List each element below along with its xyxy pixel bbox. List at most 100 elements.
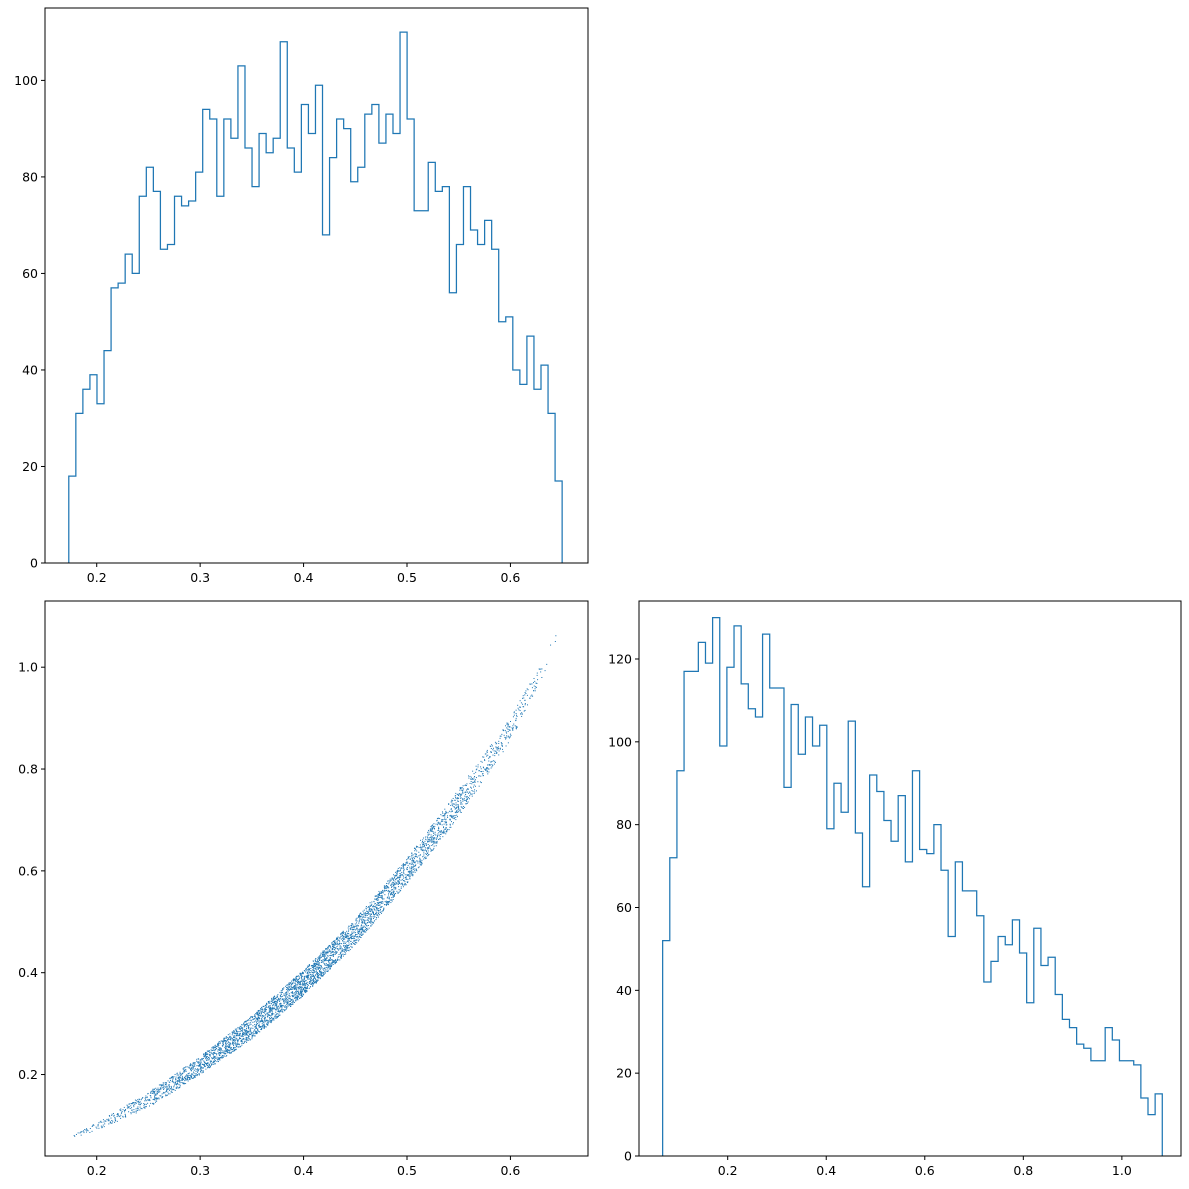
scatter-point [232,1039,234,1041]
scatter-point [277,994,279,996]
scatter-point [458,808,460,810]
scatter-point [458,806,460,808]
scatter-point [433,843,435,845]
scatter-point [120,1114,122,1116]
scatter-point [267,1019,268,1021]
scatter-point [490,767,492,769]
scatter-point [375,913,377,915]
scatter-point [237,1026,239,1028]
scatter-point [340,946,342,948]
scatter-point [92,1125,94,1127]
scatter-point [295,988,297,990]
scatter-point [202,1071,204,1073]
scatter-point [205,1068,207,1070]
scatter-point [388,882,390,884]
scatter-point [267,1005,269,1007]
scatter-point [445,827,447,829]
scatter-point [381,897,383,899]
scatter-point [431,841,433,843]
scatter-point [299,997,301,999]
scatter-point [426,847,428,849]
scatter-point [445,833,447,835]
scatter-point [525,690,527,692]
scatter-point [340,956,342,958]
scatter-point [312,974,314,976]
scatter-point [262,1015,264,1017]
scatter-point [244,1030,246,1032]
scatter-point [258,1019,260,1021]
scatter-point [392,878,394,880]
scatter-point [422,850,424,852]
scatter-point [271,1007,273,1009]
scatter-point [267,1013,269,1015]
scatter-point [447,828,449,830]
scatter-point [345,933,347,935]
scatter-point [459,811,461,813]
scatter-point [508,726,510,728]
scatter-point [325,964,327,966]
scatter-point [350,933,352,935]
scatter-point [300,984,302,986]
scatter-point [313,966,315,968]
scatter-point [171,1076,173,1078]
scatter-point [396,883,398,885]
scatter-point [261,1026,263,1028]
scatter-point [198,1065,200,1067]
scatter-point [304,987,306,989]
scatter-point [178,1086,180,1088]
scatter-point [277,1015,279,1017]
scatter-point [316,972,318,973]
scatter-point [233,1037,235,1039]
scatter-point [312,982,314,984]
scatter-point [282,998,284,1000]
scatter-point [367,910,369,912]
scatter-point [124,1114,126,1116]
scatter-point [365,928,367,930]
scatter-point [195,1072,197,1074]
scatter-point [103,1121,105,1123]
scatter-point [397,869,399,871]
scatter-point [206,1058,208,1060]
scatter-point [271,999,273,1001]
scatter-point [515,714,517,716]
scatter-point [530,695,532,697]
scatter-point [223,1052,225,1054]
scatter-point [501,745,503,747]
scatter-point [256,1013,258,1015]
scatter-point [337,938,338,940]
scatter-point [430,850,432,852]
scatter-point [404,864,406,866]
scatter-point [311,966,313,968]
scatter-point [384,887,386,889]
scatter-point [260,1013,262,1015]
scatter-point [222,1055,224,1057]
scatter-point [261,1023,263,1025]
scatter-point [234,1028,236,1030]
scatter-point [260,1028,262,1030]
scatter-point [298,987,300,989]
scatter-point [251,1036,253,1038]
scatter-point [80,1134,82,1136]
scatter-point [428,838,430,840]
scatter-point [474,780,476,782]
scatter-point [243,1033,245,1035]
scatter-point [319,965,321,967]
scatter-point [222,1050,224,1052]
scatter-point [292,1003,294,1005]
scatter-point [256,1031,258,1033]
scatter-point [341,949,343,951]
scatter-point [408,875,410,877]
scatter-point [319,959,321,961]
scatter-point [486,755,488,757]
scatter-point [487,754,489,756]
scatter-point [324,953,326,955]
scatter-point [320,965,322,967]
scatter-point [223,1055,225,1057]
scatter-point [367,929,369,931]
scatter-point [200,1059,202,1061]
scatter-point [354,925,356,927]
scatter-point [301,975,303,977]
scatter-point [360,925,362,927]
scatter-point [387,890,389,892]
scatter-point [317,964,318,966]
